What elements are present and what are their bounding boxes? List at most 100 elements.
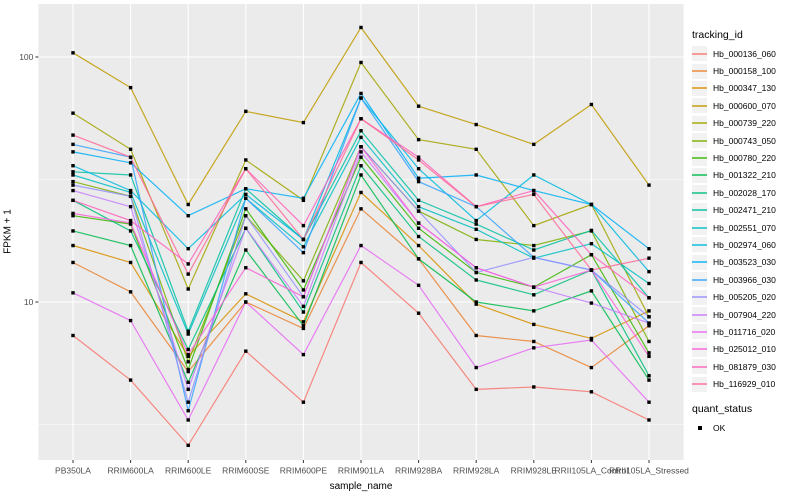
legend-key-line <box>692 313 707 316</box>
legend-item-Hb_000739_220: Hb_000739_220 <box>692 115 798 132</box>
data-point <box>186 387 190 392</box>
legend-key-line <box>692 157 707 160</box>
legend-label: Hb_005205_020 <box>713 292 776 303</box>
legend-key-swatch <box>692 307 707 323</box>
data-point <box>474 147 478 152</box>
data-point <box>474 333 478 338</box>
data-point <box>532 188 536 193</box>
data-point <box>244 292 248 296</box>
data-point <box>647 269 651 274</box>
data-point <box>532 243 536 248</box>
x-tick-label: RRIM928BA <box>395 466 443 476</box>
data-point <box>301 196 306 201</box>
data-point <box>647 256 651 260</box>
x-axis-title: sample_name <box>329 481 393 492</box>
x-tick-label: PB350LA <box>55 466 91 476</box>
data-point <box>71 164 75 168</box>
legend-key-line <box>692 122 707 125</box>
data-point <box>647 339 651 344</box>
legend-key-line <box>692 348 707 351</box>
x-tick-label: RRIM901LA <box>338 466 385 476</box>
data-point <box>186 352 190 357</box>
data-point <box>647 281 651 286</box>
data-point <box>244 109 248 114</box>
data-point <box>589 241 594 246</box>
quant-status-items: OK <box>692 419 798 436</box>
data-point <box>359 25 363 30</box>
data-point <box>474 237 478 242</box>
legend-item-Hb_000780_220: Hb_000780_220 <box>692 149 798 166</box>
legend-key-swatch <box>692 359 707 375</box>
data-point <box>359 145 363 149</box>
legend-item-Hb_002028_170: Hb_002028_170 <box>692 184 798 201</box>
legend-key-line <box>692 104 707 107</box>
data-point <box>186 367 190 372</box>
data-point <box>186 418 190 422</box>
legend-key-swatch <box>692 167 707 183</box>
data-point <box>128 147 133 152</box>
legend-key-swatch <box>692 254 707 270</box>
data-point <box>532 248 536 252</box>
legend-label: Hb_081879_030 <box>713 361 776 372</box>
data-point <box>186 329 190 333</box>
legend-key-swatch <box>692 46 707 62</box>
data-point <box>474 122 478 127</box>
data-point <box>359 173 363 177</box>
data-point <box>71 51 75 55</box>
data-point <box>128 190 133 195</box>
legend-key-line <box>692 70 707 73</box>
data-point <box>186 443 190 448</box>
legend-key-swatch <box>692 272 707 288</box>
data-point <box>244 158 248 162</box>
x-tick-label: RRII105LA_Control <box>555 466 629 476</box>
data-point <box>186 347 190 352</box>
legend-key-line <box>692 261 707 264</box>
legend-label: Hb_025012_010 <box>713 344 776 355</box>
data-point <box>186 332 190 336</box>
data-point <box>301 326 306 331</box>
data-point <box>301 198 306 203</box>
data-point <box>647 418 651 422</box>
y-tick-label: 10 <box>24 297 34 307</box>
legend-item-Hb_002551_070: Hb_002551_070 <box>692 219 798 236</box>
data-point <box>416 243 421 248</box>
data-point <box>359 207 363 211</box>
data-point <box>647 247 651 251</box>
legend-label: Hb_002471_210 <box>713 205 776 216</box>
data-point <box>416 137 421 142</box>
x-tick-label: RRIM928LA <box>453 466 500 476</box>
data-point <box>71 214 75 218</box>
data-point <box>416 176 421 180</box>
data-point <box>416 257 421 261</box>
data-point <box>416 167 421 171</box>
legend-item-Hb_003966_030: Hb_003966_030 <box>692 271 798 288</box>
data-point <box>416 204 421 209</box>
data-point <box>128 229 133 233</box>
data-point <box>474 204 478 209</box>
data-point <box>532 192 536 197</box>
data-point <box>128 155 133 159</box>
data-point <box>128 318 133 323</box>
x-tick-label: RRIM928LE <box>511 466 558 476</box>
legend-item-Hb_011716_020: Hb_011716_020 <box>692 323 798 340</box>
data-point <box>416 155 421 159</box>
data-point <box>186 202 190 207</box>
legend-label: Hb_001322_210 <box>713 170 776 181</box>
data-point <box>532 385 536 389</box>
legend-item-Hb_000158_100: Hb_000158_100 <box>692 62 798 79</box>
data-point <box>359 243 363 248</box>
data-point <box>474 173 478 177</box>
data-point <box>301 237 306 242</box>
data-point <box>589 390 594 394</box>
data-point <box>359 164 363 168</box>
data-point <box>244 300 248 304</box>
data-point <box>589 365 594 370</box>
data-point <box>128 378 133 382</box>
data-point <box>128 161 133 165</box>
legend-item-Hb_116929_010: Hb_116929_010 <box>692 375 798 392</box>
legend-key-swatch <box>692 289 707 305</box>
data-point <box>128 188 133 193</box>
legend-label: Hb_011716_020 <box>713 326 776 337</box>
data-point <box>647 315 651 319</box>
data-point <box>416 209 421 213</box>
